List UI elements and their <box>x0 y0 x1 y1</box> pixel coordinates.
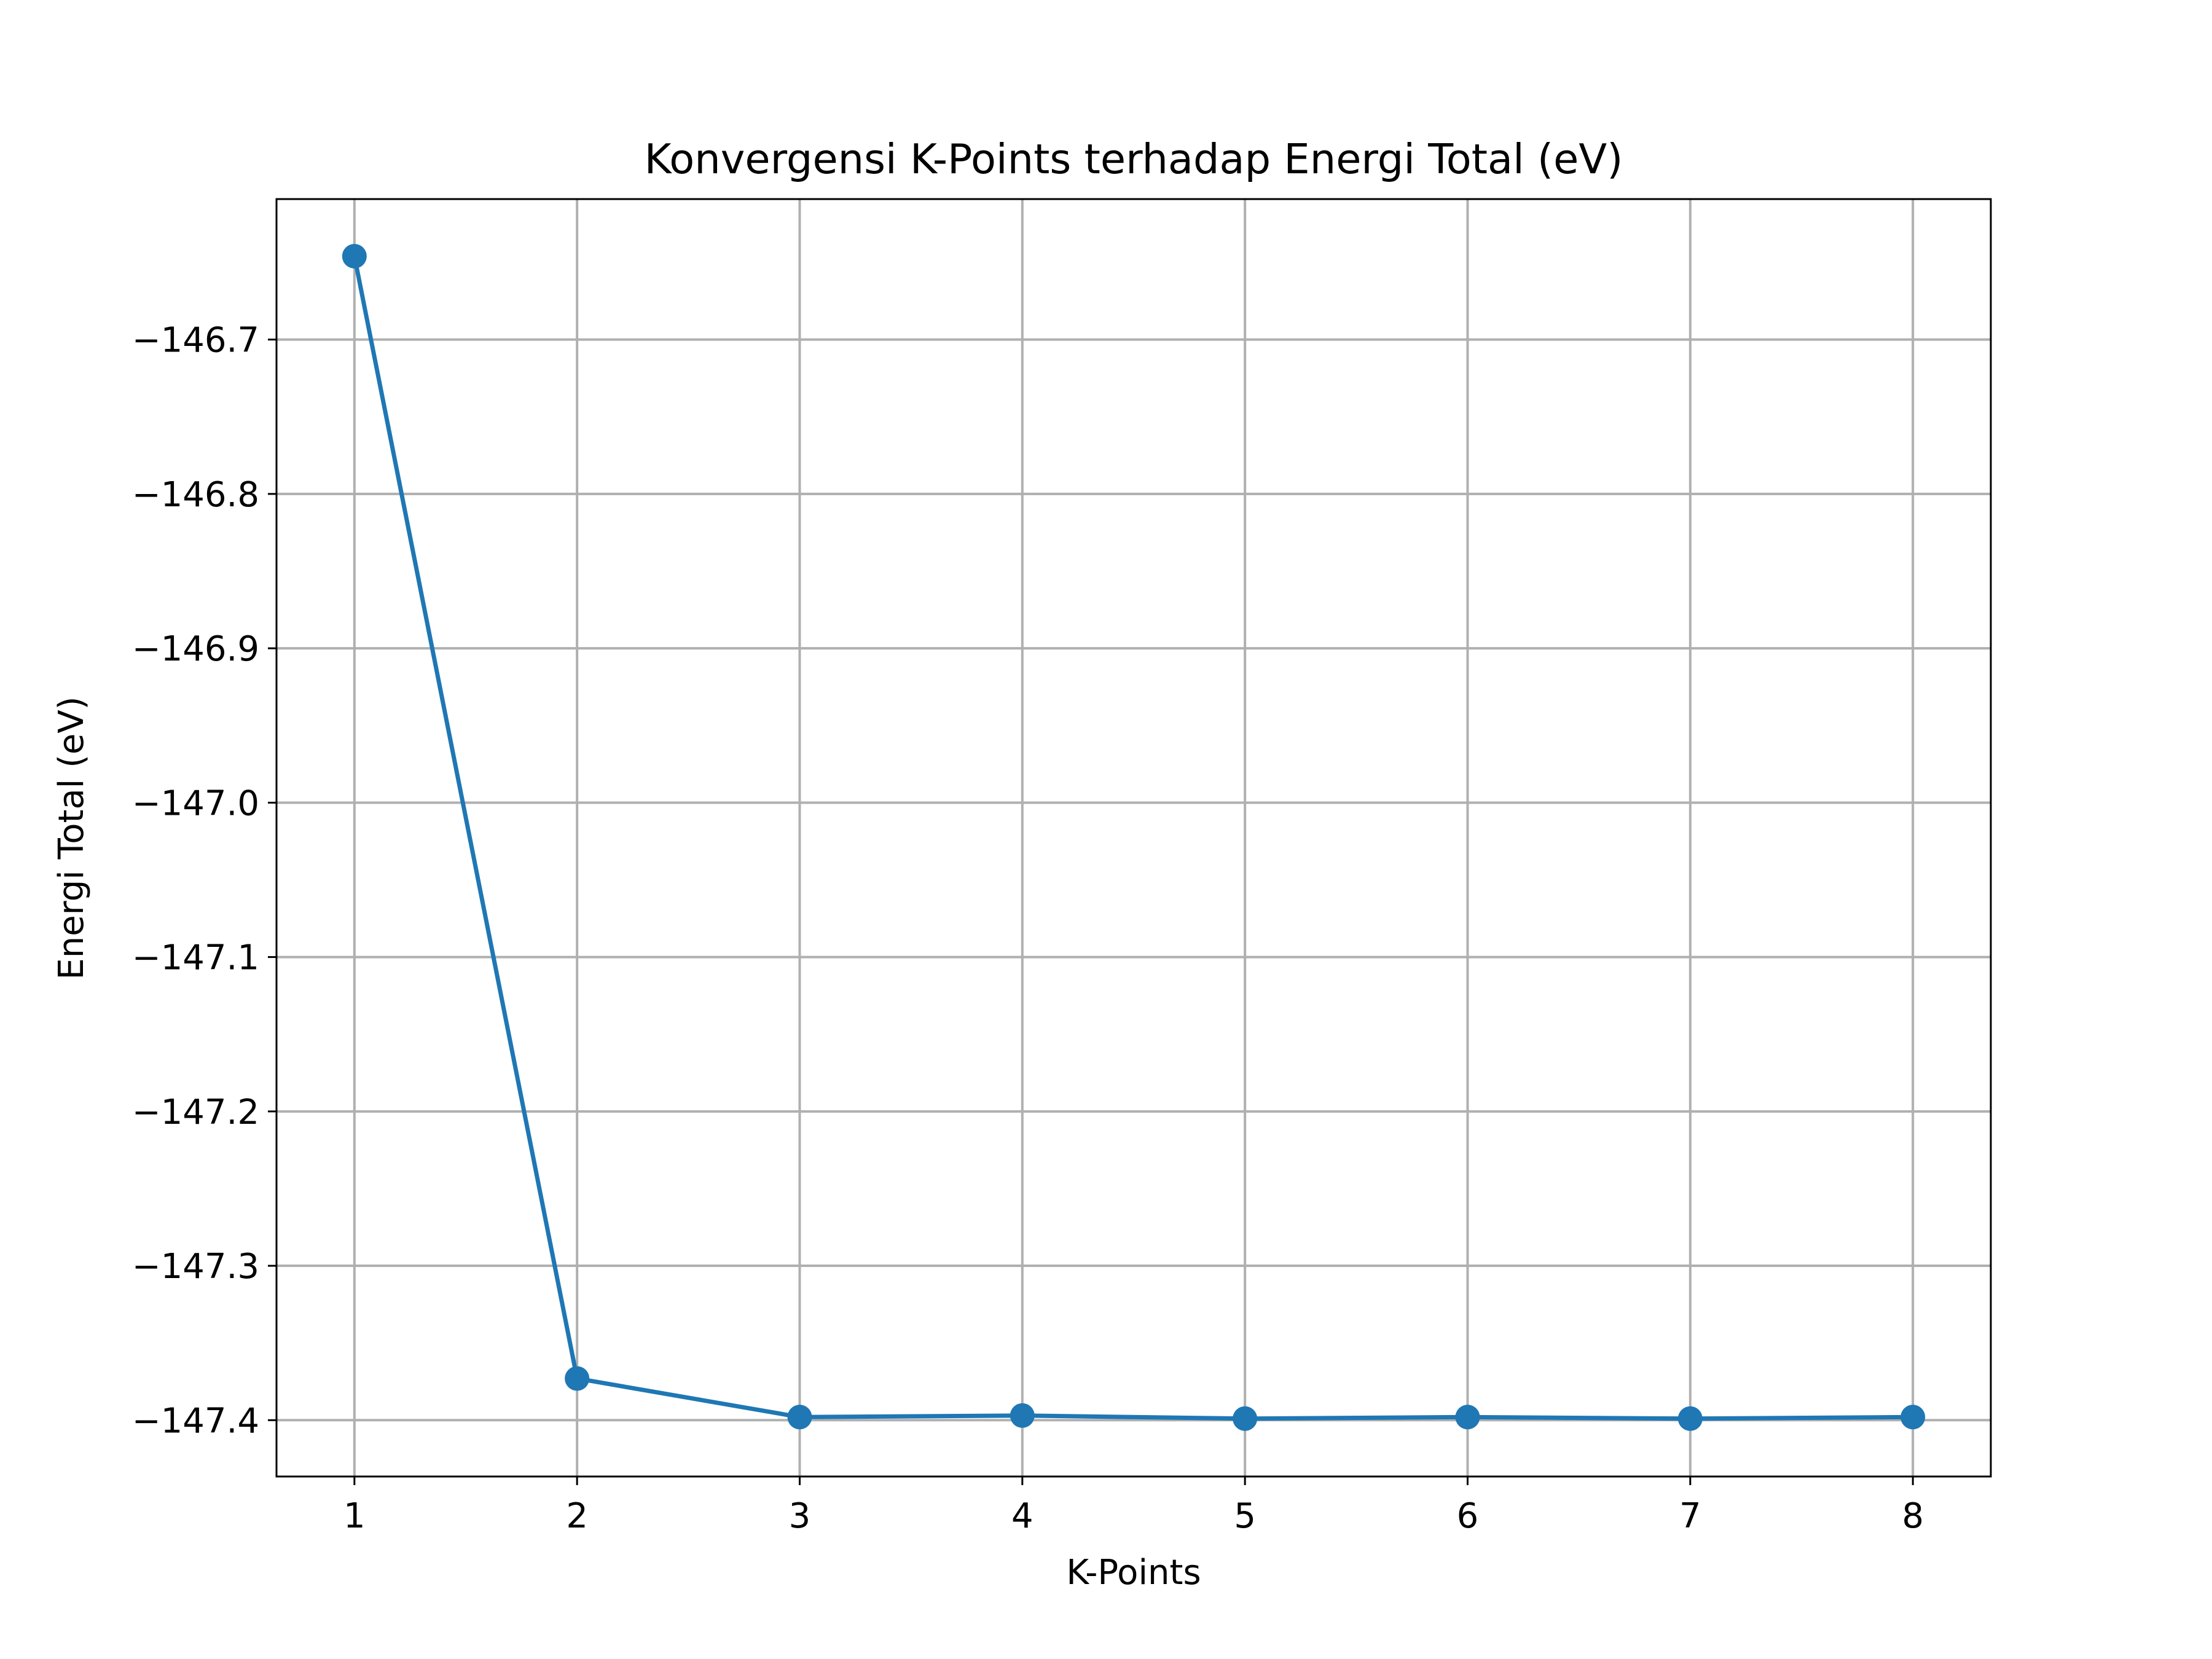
series-layer <box>342 243 1926 1431</box>
y-tick-label: −147.2 <box>132 1092 259 1132</box>
y-axis-label: Energi Total (eV) <box>52 696 92 979</box>
x-axis-label: K-Points <box>1066 1553 1201 1593</box>
data-point <box>1677 1406 1703 1431</box>
data-point <box>342 243 367 269</box>
y-tick-label: −147.0 <box>132 783 259 823</box>
chart-title: Konvergensi K-Points terhadap Energi Tot… <box>645 135 1623 183</box>
x-tick-label: 1 <box>343 1496 366 1536</box>
plot-frame <box>275 198 1992 1478</box>
data-point <box>565 1366 590 1391</box>
x-tick-label: 8 <box>1902 1496 1924 1536</box>
y-tick-label: −146.7 <box>132 321 259 361</box>
x-tick-label: 6 <box>1457 1496 1479 1536</box>
data-point <box>1010 1403 1035 1428</box>
data-point <box>1455 1405 1480 1430</box>
y-tick-label: −146.8 <box>132 475 259 515</box>
grid <box>276 199 1991 1477</box>
ticks: 1 2 3 4 5 6 7 8 −146.7 −146.8 −146.9 −147.0 −147.1 −1… <box>132 321 1924 1536</box>
y-tick-label: −146.9 <box>132 629 259 669</box>
x-tick-label: 3 <box>789 1496 811 1536</box>
y-tick-label: −147.4 <box>132 1401 259 1441</box>
x-tick-label: 2 <box>566 1496 588 1536</box>
data-point <box>787 1405 812 1430</box>
data-point <box>1900 1405 1926 1430</box>
x-tick-label: 5 <box>1234 1496 1256 1536</box>
x-tick-label: 7 <box>1679 1496 1701 1536</box>
y-tick-label: −147.3 <box>132 1247 259 1287</box>
y-tick-label: −147.1 <box>132 938 259 978</box>
x-tick-label: 4 <box>1011 1496 1033 1536</box>
series-line <box>352 256 1913 1421</box>
data-point <box>1233 1406 1258 1431</box>
